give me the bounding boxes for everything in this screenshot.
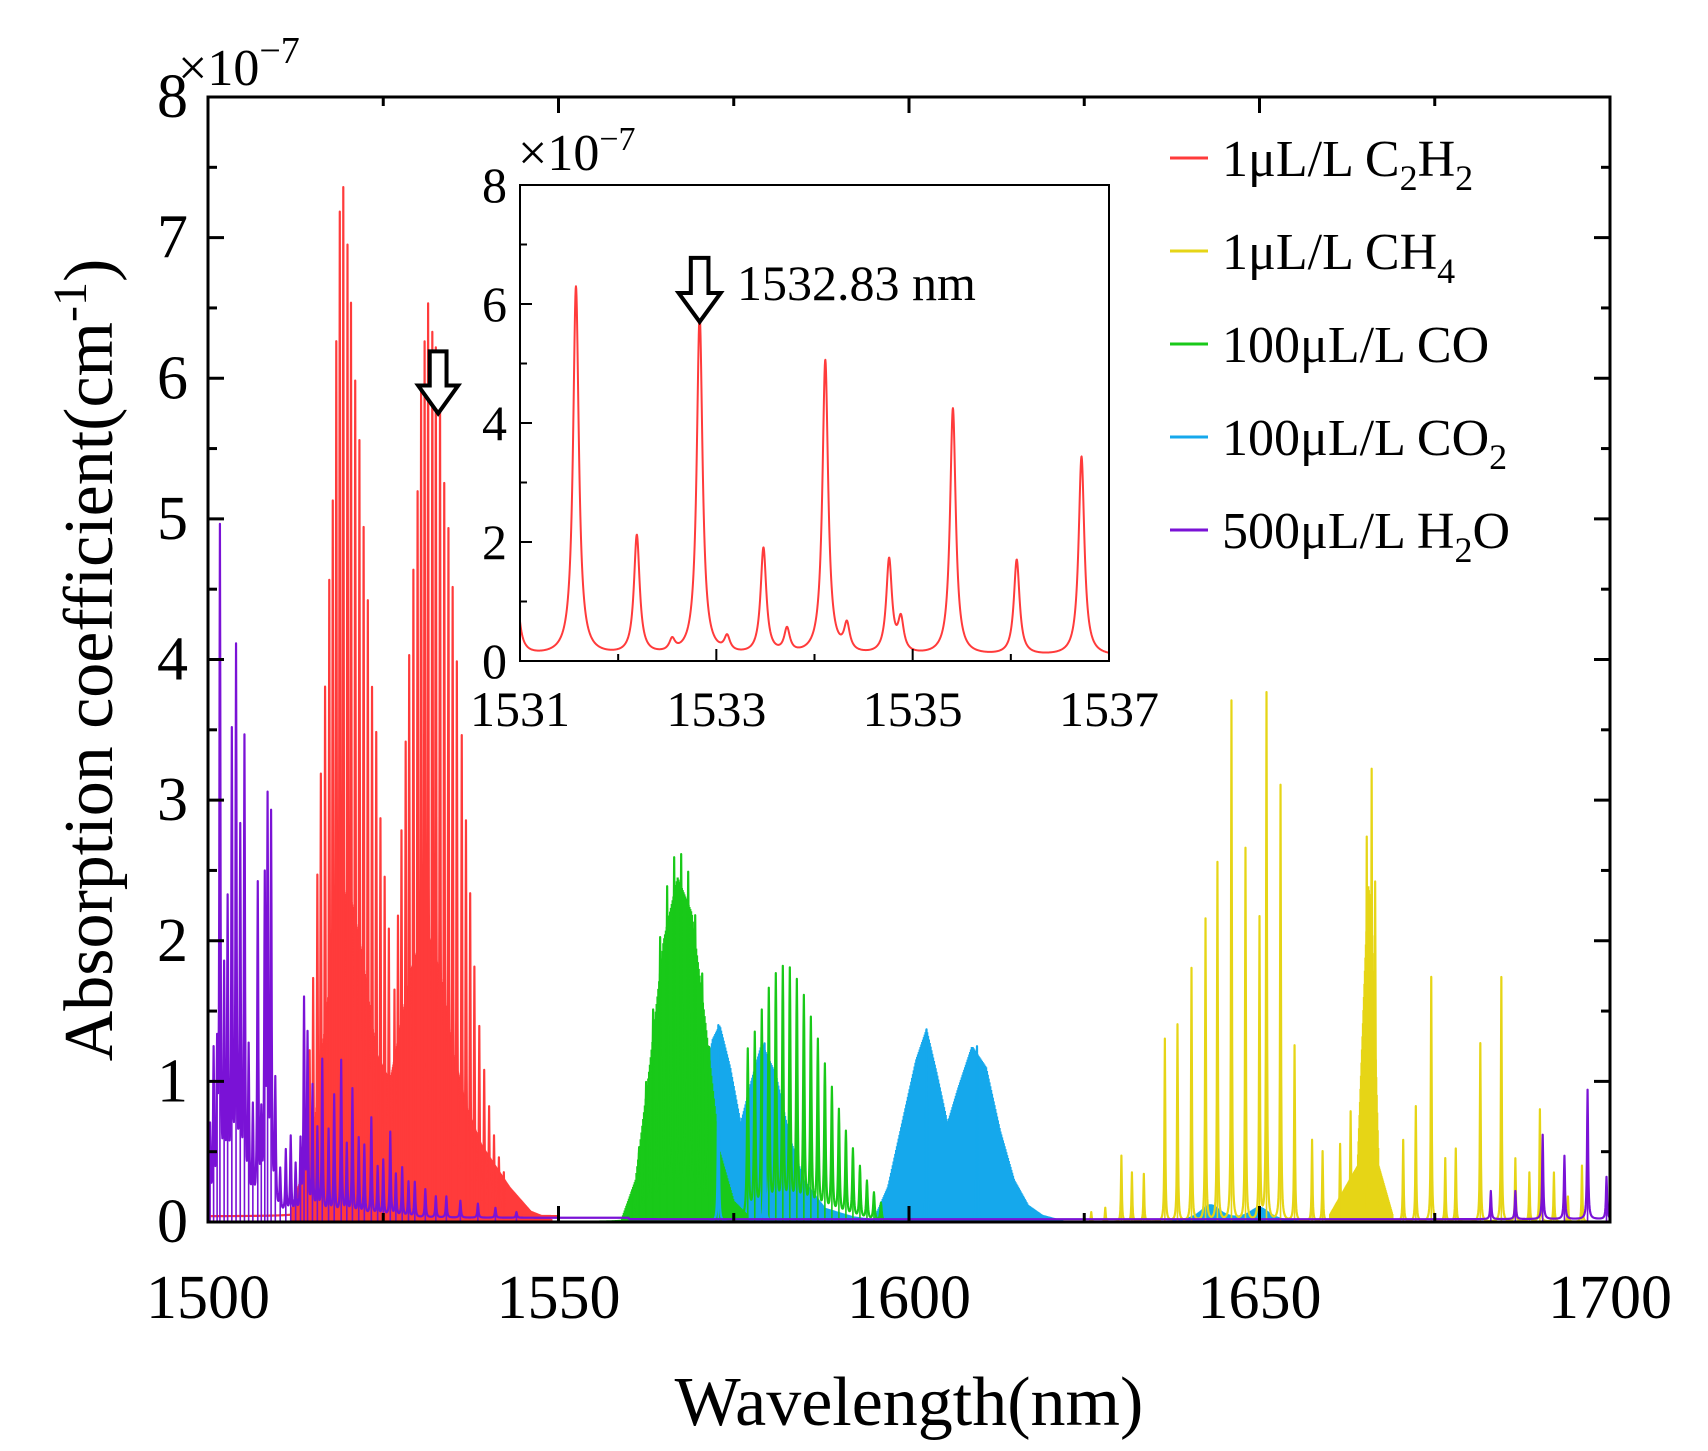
y-tick-label-3: 3 <box>157 766 188 834</box>
y-title-close: ) <box>51 259 128 282</box>
inset-series-group <box>520 285 1109 654</box>
y-tick-label-1: 1 <box>157 1047 188 1115</box>
inset-y-tick-label-4: 4 <box>482 395 507 451</box>
legend-label-h2o: 500μL/L H2O <box>1222 503 1510 570</box>
legend-label-c2h2: 1μL/L C2H2 <box>1222 131 1473 198</box>
legend-item-ch4: 1μL/L CH4 <box>1170 224 1455 291</box>
legend-label-co2: 100μL/L CO2 <box>1222 410 1507 477</box>
inset-y-tick-label-6: 6 <box>482 276 507 332</box>
inset-axis-ticks: 1531 1533 1535 1537 0 2 4 6 8 <box>470 157 1159 737</box>
y-tick-label-7: 7 <box>157 204 188 272</box>
legend-label-ch4: 1μL/L CH4 <box>1222 224 1455 291</box>
y-tick-label-2: 2 <box>157 907 188 975</box>
y-tick-label-8: 8 <box>157 63 188 131</box>
x-tick-label-1550: 1550 <box>497 1264 621 1332</box>
y-title-main: Absorption coefficient(cm <box>51 322 128 1061</box>
inset-x-tick-label-1533: 1533 <box>666 681 766 737</box>
inset-plot: 1531 1533 1535 1537 0 2 4 6 8 ×10−7 1532.83 nm <box>470 121 1159 737</box>
inset-annotation-label: 1532.83 nm <box>737 255 976 311</box>
inset-x-tick-label-1535: 1535 <box>863 681 963 737</box>
legend-item-co2: 100μL/L CO2 <box>1170 410 1507 477</box>
inset-multiplier-times: × <box>518 125 547 182</box>
main-down-arrow-icon <box>414 349 463 417</box>
y-tick-label-4: 4 <box>157 626 188 694</box>
main-x-axis-title: Wavelength(nm) <box>675 1364 1144 1441</box>
y-tick-label-0: 0 <box>157 1188 188 1256</box>
multiplier-base: 10 <box>207 40 259 97</box>
x-tick-label-1600: 1600 <box>847 1264 971 1332</box>
legend-item-c2h2: 1μL/L C2H2 <box>1170 131 1473 198</box>
inset-arrow-shape <box>674 255 725 326</box>
inset-series-c2h2-line <box>520 285 1109 654</box>
inset-down-arrow-icon <box>674 255 725 326</box>
legend-label-co: 100μL/L CO <box>1222 317 1489 374</box>
main-axis-ticks: 1500 1550 1600 1650 1700 0 1 2 3 4 5 6 7 8 <box>146 63 1672 1332</box>
multiplier-exponent: −7 <box>259 30 299 72</box>
inset-y-tick-label-2: 2 <box>482 514 507 570</box>
y-tick-label-5: 5 <box>157 485 188 553</box>
multiplier-times: × <box>178 40 207 97</box>
main-y-axis-title: Absorption coefficient(cm-1) <box>44 259 128 1062</box>
x-tick-label-1500: 1500 <box>146 1264 270 1332</box>
x-tick-label-1650: 1650 <box>1198 1264 1322 1332</box>
inset-x-tick-label-1537: 1537 <box>1059 681 1159 737</box>
inset-multiplier-base: 10 <box>547 125 599 182</box>
x-tick-label-1700: 1700 <box>1548 1264 1672 1332</box>
inset-x-tick-label-1531: 1531 <box>470 681 570 737</box>
main-y-multiplier: ×10−7 <box>178 30 300 97</box>
y-title-exponent: -1 <box>44 282 97 322</box>
inset-background <box>520 185 1109 661</box>
legend-item-h2o: 500μL/L H2O <box>1170 503 1510 570</box>
legend-item-co: 100μL/L CO <box>1170 317 1489 374</box>
legend: 1μL/L C2H2 1μL/L CH4 100μL/L CO 100μL/L … <box>1170 131 1510 570</box>
y-tick-label-6: 6 <box>157 344 188 412</box>
inset-y-tick-label-8: 8 <box>482 157 507 213</box>
inset-y-tick-label-0: 0 <box>482 633 507 689</box>
main-arrow-shape <box>414 349 463 417</box>
inset-multiplier-exponent: −7 <box>599 121 635 158</box>
inset-y-multiplier: ×10−7 <box>518 121 636 182</box>
